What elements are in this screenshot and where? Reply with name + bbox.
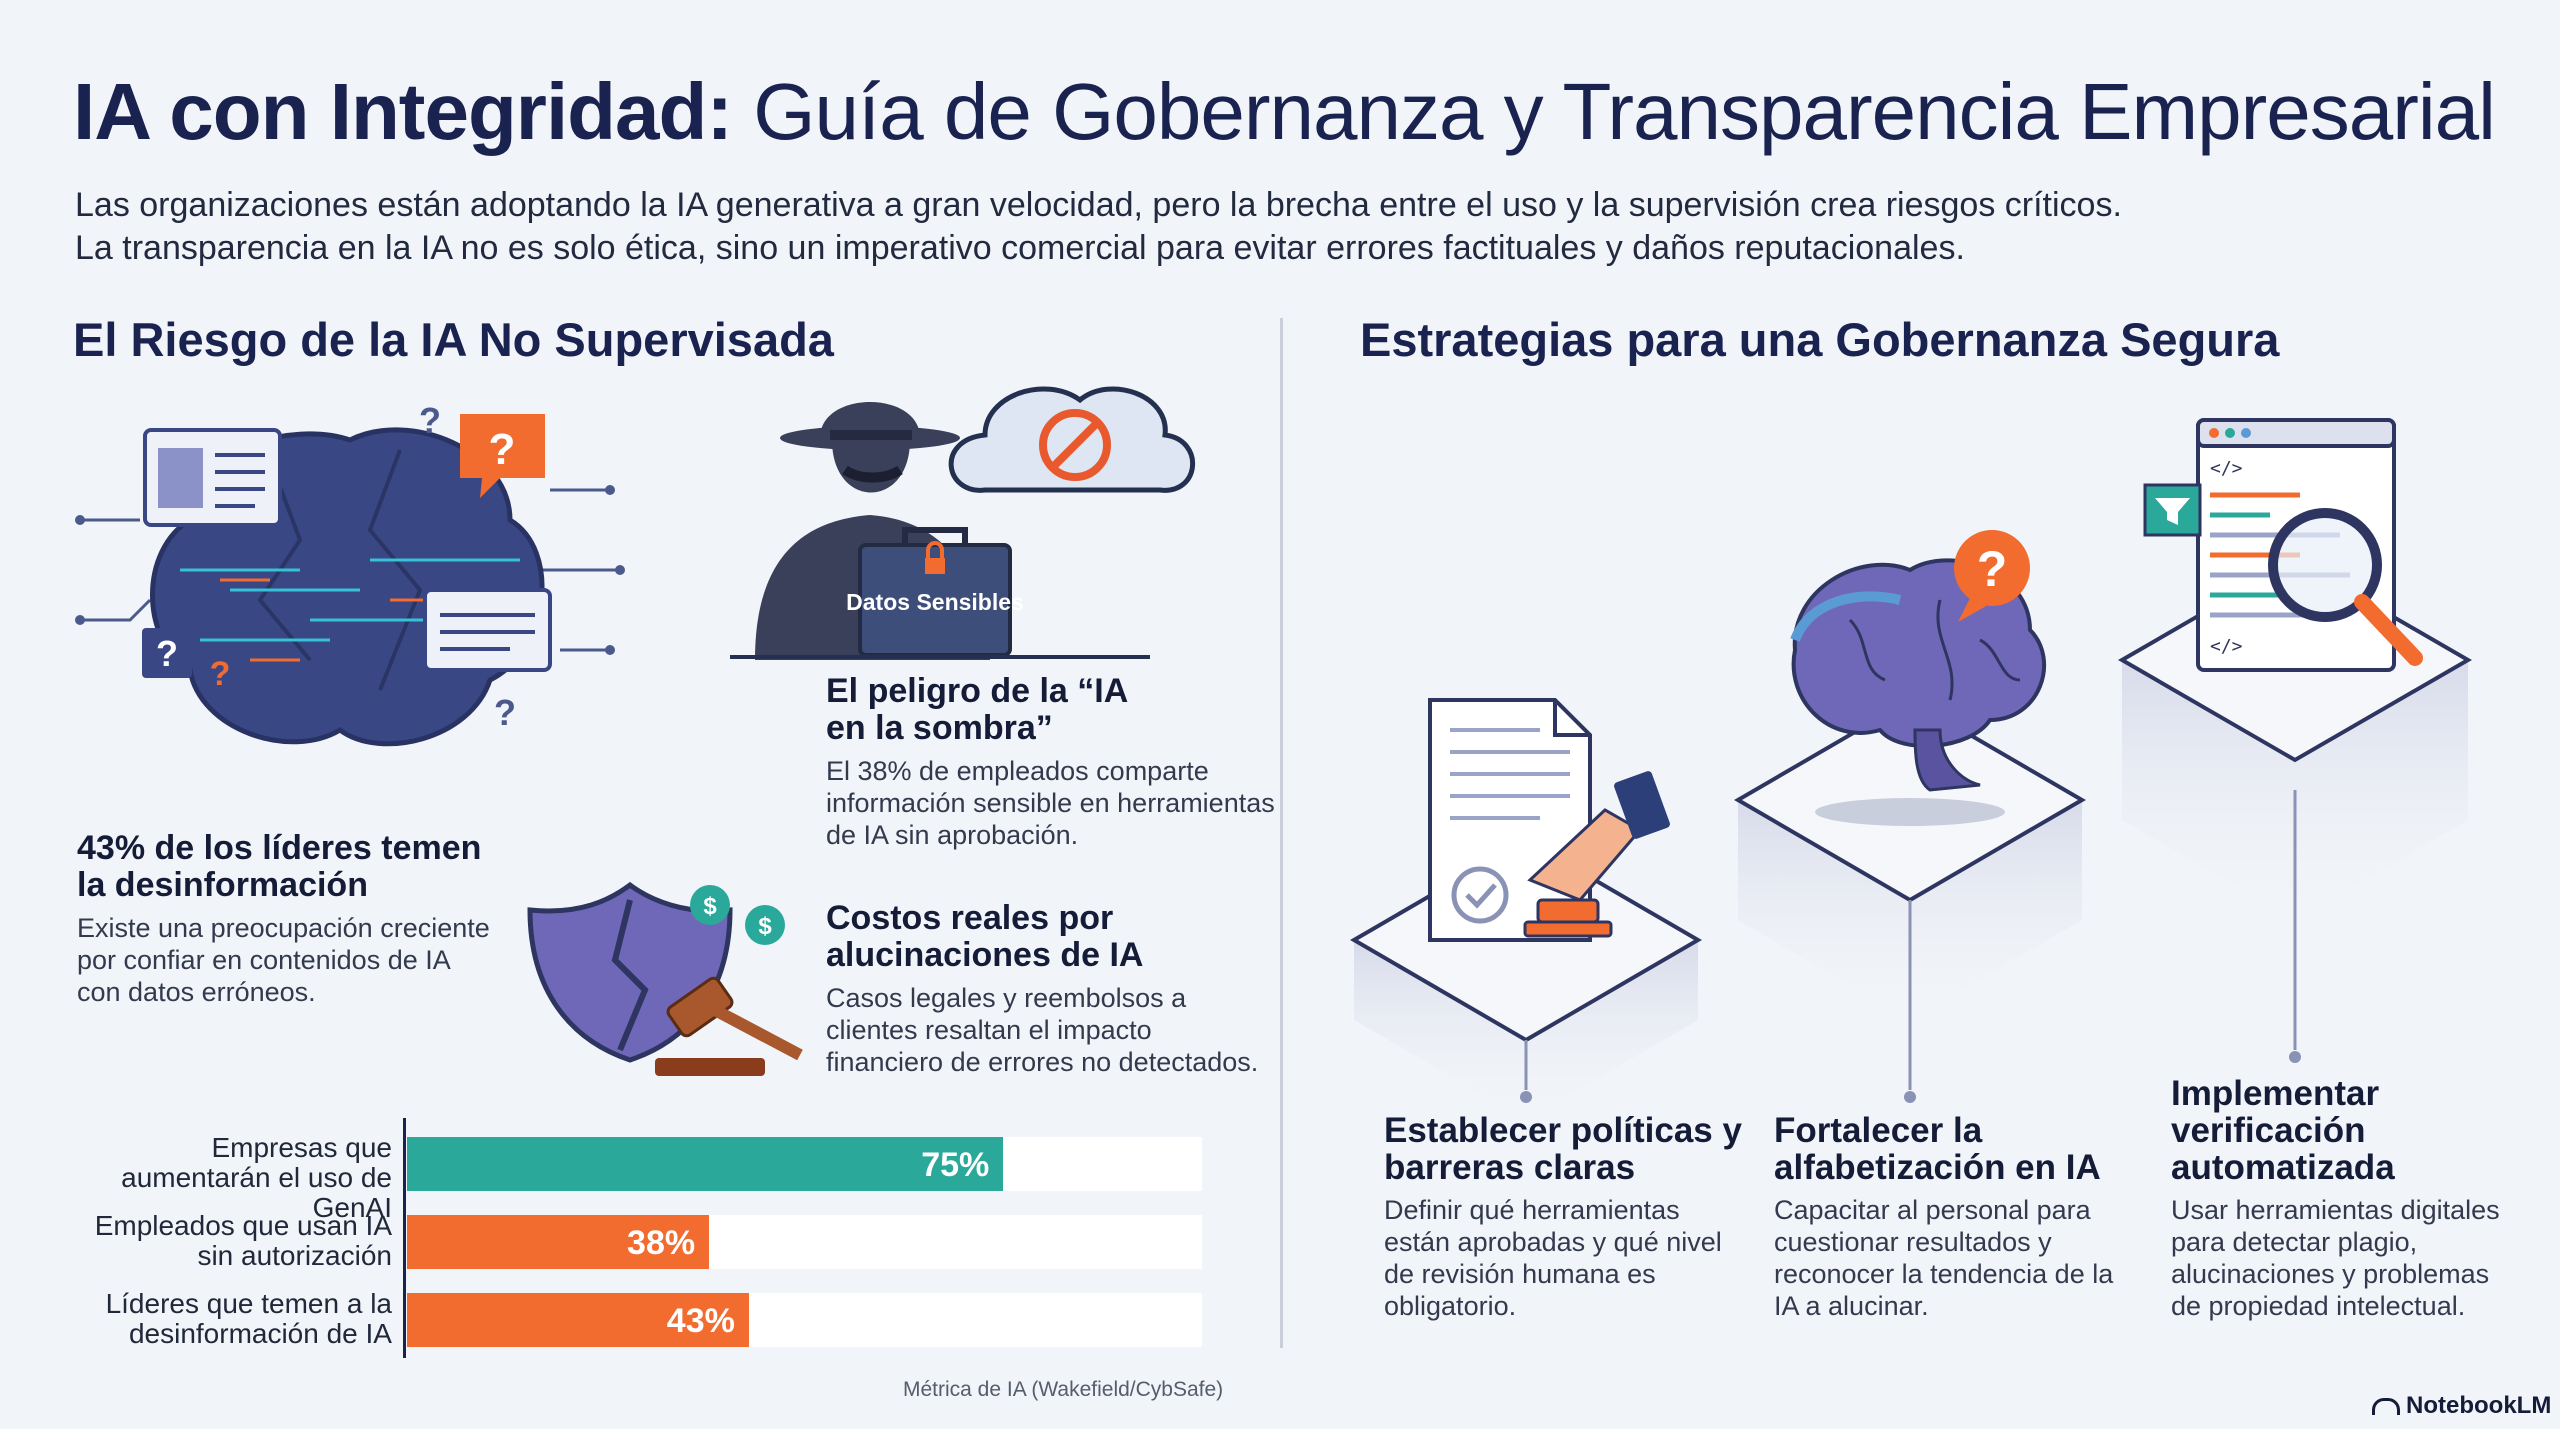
strategy-title: Fortalecer la alfabetización en IA bbox=[1774, 1111, 2101, 1187]
svg-text:</>: </> bbox=[2210, 636, 2243, 657]
svg-text:?: ? bbox=[1977, 541, 2008, 597]
risk-text: Existe una preocupación creciente por co… bbox=[77, 913, 490, 1007]
title-bold: IA con Integridad: bbox=[73, 67, 733, 156]
bar-label: Empleados que usan IA sin autorización bbox=[94, 1210, 392, 1271]
intro-line-1: Las organizaciones están adoptando la IA… bbox=[75, 186, 2122, 224]
strategy-text: Usar herramientas digitales para detecta… bbox=[2171, 1195, 2500, 1321]
risk-title: 43% de los líderes temen la desinformaci… bbox=[77, 829, 482, 904]
cracked-brain-icon: ? ? ? ? ? bbox=[75, 400, 625, 747]
title-rest: Guía de Gobernanza y Transparencia Empre… bbox=[753, 67, 2496, 156]
risk-block-shadow-ai: El peligro de la “IA en la sombra” El 38… bbox=[826, 673, 1286, 851]
svg-text:Datos Sensibles: Datos Sensibles bbox=[846, 589, 1024, 615]
strategy-title: Establecer políticas y barreras claras bbox=[1384, 1111, 1742, 1187]
svg-text:?: ? bbox=[494, 692, 516, 733]
bar-label: Líderes que temen a la desinformación de… bbox=[105, 1288, 392, 1349]
risk-block-misinformation: 43% de los líderes temen la desinformaci… bbox=[77, 830, 497, 1008]
risk-title: Costos reales por alucinaciones de IA bbox=[826, 899, 1144, 974]
svg-text:</>: </> bbox=[2210, 458, 2243, 479]
svg-text:?: ? bbox=[489, 425, 516, 474]
broken-shield-gavel-icon: $ $ bbox=[527, 881, 803, 1076]
page-title: IA con Integridad: Guía de Gobernanza y … bbox=[73, 64, 2496, 160]
strategy-text: Capacitar al personal para cuestionar re… bbox=[1774, 1195, 2114, 1321]
right-heading: Estrategias para una Gobernanza Segura bbox=[1360, 313, 2280, 366]
strategy-verification: Implementar verificación automatizada Us… bbox=[2171, 1075, 2501, 1322]
risk-title: El peligro de la “IA en la sombra” bbox=[826, 672, 1128, 747]
svg-text:$: $ bbox=[758, 913, 772, 940]
intro-text: Las organizaciones están adoptando la IA… bbox=[75, 184, 2122, 270]
bar-value-label: 43% bbox=[666, 1302, 735, 1340]
notebooklm-logo: NotebookLM bbox=[2372, 1392, 2551, 1420]
spy-icon: Datos Sensibles bbox=[730, 386, 1195, 660]
bar-track: 43% bbox=[407, 1293, 1202, 1347]
svg-text:?: ? bbox=[156, 633, 178, 674]
bar: 75% bbox=[407, 1137, 1004, 1191]
bar: 38% bbox=[407, 1215, 710, 1269]
column-divider bbox=[1280, 318, 1283, 1348]
chart-source: Métrica de IA (Wakefield/CybSafe) bbox=[903, 1378, 1224, 1401]
svg-text:?: ? bbox=[419, 400, 441, 441]
logo-text: NotebookLM bbox=[2406, 1392, 2552, 1419]
bar-track: 38% bbox=[407, 1215, 1202, 1269]
risk-text: Casos legales y reembolsos a clientes re… bbox=[826, 983, 1259, 1077]
bar: 43% bbox=[407, 1293, 749, 1347]
strategy-policies: Establecer políticas y barreras claras D… bbox=[1384, 1112, 1744, 1322]
chart-axis bbox=[403, 1118, 406, 1358]
bar-track: 75% bbox=[407, 1137, 1202, 1191]
risk-block-hallucinations: Costos reales por alucinaciones de IA Ca… bbox=[826, 900, 1271, 1078]
bar-label: Empresas que aumentarán el uso de GenAI bbox=[121, 1132, 392, 1223]
bar-value-label: 75% bbox=[921, 1146, 990, 1184]
strategy-text: Definir qué herramientas están aprobadas… bbox=[1384, 1195, 1722, 1321]
strategy-platforms: ? </> </> bbox=[1350, 418, 2472, 1120]
bar-value-label: 38% bbox=[627, 1224, 696, 1262]
svg-text:?: ? bbox=[210, 655, 231, 693]
risk-text: El 38% de empleados comparte información… bbox=[826, 756, 1275, 850]
svg-text:$: $ bbox=[703, 893, 717, 920]
strategy-literacy: Fortalecer la alfabetización en IA Capac… bbox=[1774, 1112, 2134, 1322]
logo-icon bbox=[2372, 1398, 2400, 1416]
strategy-title: Implementar verificación automatizada bbox=[2171, 1074, 2395, 1187]
left-heading: El Riesgo de la IA No Supervisada bbox=[73, 313, 834, 366]
intro-line-2: La transparencia en la IA no es solo éti… bbox=[75, 229, 1965, 267]
